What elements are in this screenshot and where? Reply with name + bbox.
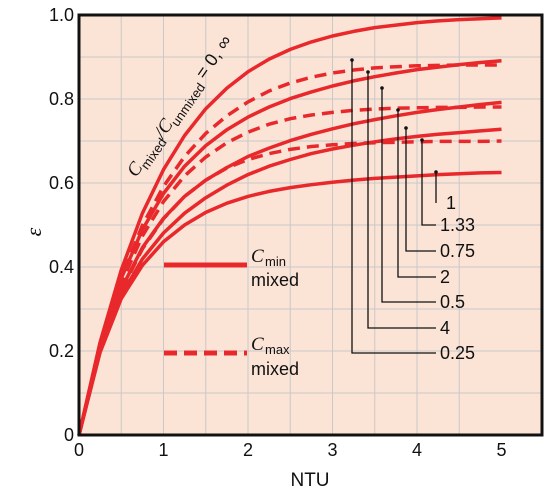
pointer-leaders [350, 58, 438, 354]
pointer-leader [381, 88, 436, 303]
pointer-leader [405, 128, 436, 252]
curve-dashed-0-75 [77, 139, 502, 436]
legend-cmin-sub: min [265, 254, 286, 269]
pointer-dot [366, 70, 370, 74]
legend-cmin-symbol: C [251, 246, 264, 267]
legend: C min mixed C max mixed [164, 246, 299, 379]
grid [79, 15, 542, 435]
pointer-label-0-5: 0.5 [440, 292, 465, 312]
legend-cmin-mixed: mixed [251, 270, 299, 290]
pointer-leader [397, 110, 436, 278]
y-tick-label: 0.8 [49, 89, 74, 109]
pointer-dot [380, 86, 384, 90]
pointer-label-1: 1 [446, 193, 456, 213]
pointer-leader [367, 72, 436, 329]
pointer-dot [396, 108, 400, 112]
pointer-dot [420, 138, 424, 142]
legend-cmax-symbol: C [251, 334, 264, 355]
x-tick-label: 2 [243, 440, 253, 460]
legend-cmax-mixed: mixed [251, 359, 299, 379]
curve-solid-0-75 [77, 127, 502, 436]
x-tick-label: 1 [158, 440, 168, 460]
plot-frame [77, 13, 544, 437]
pointer-label-4: 4 [440, 318, 450, 338]
pointer-leader [421, 140, 436, 226]
y-tick-label: 1.0 [49, 5, 74, 25]
curve-solid-1 [77, 170, 502, 436]
tick-labels: 0 1 2 3 4 5 0 0.2 0.4 0.6 0.8 1.0 [49, 5, 507, 460]
y-tick-label: 0.6 [49, 173, 74, 193]
y-tick-label: 0.2 [49, 341, 74, 361]
pointer-label-0-25: 0.25 [440, 343, 475, 363]
x-axis-label: NTU [290, 470, 329, 491]
curve-dashed-0-25 [77, 63, 502, 436]
x-tick-label: 3 [327, 440, 337, 460]
pointer-label-2: 2 [440, 267, 450, 287]
curve-solid-0-25 [77, 59, 502, 436]
legend-cmax-sub: max [265, 342, 290, 357]
pointer-dot [350, 58, 354, 62]
pointer-label-1-33: 1.33 [440, 215, 475, 235]
x-tick-label: 4 [412, 440, 422, 460]
curves [77, 16, 502, 436]
x-tick-label: 5 [496, 440, 506, 460]
pointer-dot [404, 126, 408, 130]
y-axis-label: ε [21, 227, 46, 236]
curve-dashed-0-5 [77, 105, 502, 436]
x-tick-label: 0 [74, 440, 84, 460]
pointer-labels: 1 1.33 0.75 2 0.5 4 0.25 [440, 193, 475, 363]
pointer-label-0-75: 0.75 [440, 241, 475, 261]
pointer-leader [351, 60, 436, 354]
y-tick-label: 0.4 [49, 257, 74, 277]
pointer-dot [434, 170, 438, 174]
curve-solid-0- [77, 16, 502, 436]
y-tick-label: 0 [64, 425, 74, 445]
